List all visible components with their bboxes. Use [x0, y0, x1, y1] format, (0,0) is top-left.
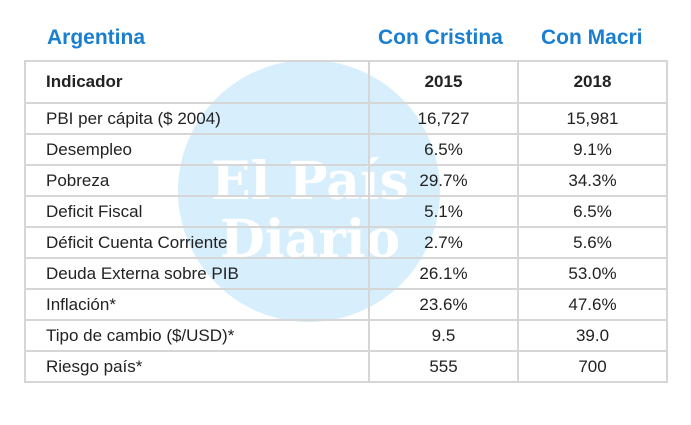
- table-row: Tipo de cambio ($/USD)* 9.5 39.0: [24, 319, 668, 352]
- indicator-cell: Desempleo: [24, 133, 370, 166]
- value-2018-cell: 15,981: [517, 102, 668, 135]
- value-2015-cell: 23.6%: [368, 288, 519, 321]
- header-2018: 2018: [517, 60, 668, 104]
- value-2015-cell: 555: [368, 350, 519, 383]
- table-row: Inflación* 23.6% 47.6%: [24, 288, 668, 321]
- value-2015-cell: 16,727: [368, 102, 519, 135]
- table-row: Déficit Cuenta Corriente 2.7% 5.6%: [24, 226, 668, 259]
- country-title: Argentina: [47, 26, 146, 49]
- indicator-cell: Tipo de cambio ($/USD)*: [24, 319, 370, 352]
- value-2018-cell: 53.0%: [517, 257, 668, 290]
- value-2018-cell: 34.3%: [517, 164, 668, 197]
- indicator-cell: Déficit Cuenta Corriente: [24, 226, 370, 259]
- indicator-cell: Pobreza: [24, 164, 370, 197]
- value-2015-cell: 6.5%: [368, 133, 519, 166]
- value-2015-cell: 5.1%: [368, 195, 519, 228]
- value-2018-cell: 47.6%: [517, 288, 668, 321]
- header-indicador: Indicador: [24, 60, 370, 104]
- table-row: Riesgo país* 555 700: [24, 350, 668, 383]
- header-2015: 2015: [368, 60, 519, 104]
- value-2018-cell: 9.1%: [517, 133, 668, 166]
- column-group-cristina: Con Cristina: [378, 26, 503, 49]
- value-2018-cell: 39.0: [517, 319, 668, 352]
- table-header-row: Indicador 2015 2018: [24, 60, 668, 104]
- indicator-cell: Deuda Externa sobre PIB: [24, 257, 370, 290]
- indicator-cell: Deficit Fiscal: [24, 195, 370, 228]
- value-2015-cell: 2.7%: [368, 226, 519, 259]
- indicator-cell: Riesgo país*: [24, 350, 370, 383]
- table-row: Desempleo 6.5% 9.1%: [24, 133, 668, 166]
- value-2018-cell: 5.6%: [517, 226, 668, 259]
- value-2018-cell: 6.5%: [517, 195, 668, 228]
- column-group-macri: Con Macri: [541, 26, 643, 49]
- value-2015-cell: 9.5: [368, 319, 519, 352]
- table-row: PBI per cápita ($ 2004) 16,727 15,981: [24, 102, 668, 135]
- value-2015-cell: 29.7%: [368, 164, 519, 197]
- value-2018-cell: 700: [517, 350, 668, 383]
- table-row: Deficit Fiscal 5.1% 6.5%: [24, 195, 668, 228]
- table-row: Deuda Externa sobre PIB 26.1% 53.0%: [24, 257, 668, 290]
- value-2015-cell: 26.1%: [368, 257, 519, 290]
- table-row: Pobreza 29.7% 34.3%: [24, 164, 668, 197]
- indicators-table: Indicador 2015 2018 PBI per cápita ($ 20…: [24, 60, 668, 383]
- indicator-cell: Inflación*: [24, 288, 370, 321]
- indicator-cell: PBI per cápita ($ 2004): [24, 102, 370, 135]
